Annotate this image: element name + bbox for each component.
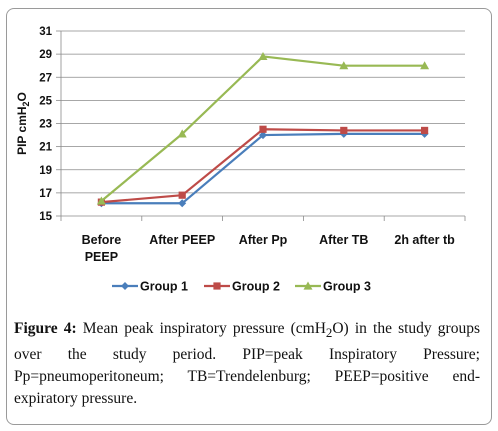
y-tick-label: 27	[39, 72, 52, 84]
x-tick-label-line: After PEEP	[149, 233, 215, 247]
legend-swatch-marker	[303, 281, 313, 290]
x-tick-label: After PEEP	[149, 233, 215, 247]
series-2-point	[421, 126, 429, 135]
legend-item: Group 1	[112, 280, 188, 294]
x-tick-labels: Before PEEP After PEEP After Pp After TB 2h a…	[82, 233, 456, 264]
y-axis-title: PIP cmH2O	[15, 92, 31, 155]
y-tick-label: 25	[39, 95, 52, 107]
figure-caption: Figure 4: Mean peak inspiratory pressure…	[14, 318, 480, 410]
caption-subscript: 2	[325, 325, 333, 341]
series-3-point	[258, 51, 268, 61]
series-1-point	[259, 131, 267, 140]
y-tick-label: 15	[39, 211, 52, 223]
caption-label: Figure 4:	[14, 320, 77, 337]
y-tick-label: 19	[39, 165, 52, 177]
grid-lines	[61, 30, 465, 194]
series-2-point	[259, 125, 267, 133]
axes	[56, 30, 466, 221]
x-tick-label-line: Before	[82, 233, 122, 247]
legend-label: Group 2	[232, 280, 280, 294]
y-axis-title-main: PIP cmH	[15, 106, 29, 154]
y-axis-title-tail: O	[15, 92, 29, 101]
series-3	[96, 51, 430, 205]
chart-panel: 15 17 19 21 23 25 27 29 31 Before PEEP After PEEP A…	[14, 20, 482, 308]
legend-swatch-marker	[121, 282, 129, 290]
line-chart: 15 17 19 21 23 25 27 29 31 Before PEEP After PEEP A…	[15, 26, 466, 294]
legend: Group 1 Group 2 Group 3	[112, 280, 371, 294]
series-3-point	[96, 196, 106, 205]
x-tick-label-line: After TB	[319, 233, 368, 247]
series-2-point	[178, 191, 186, 199]
series-2-line	[101, 128, 425, 204]
legend-swatch-marker	[213, 282, 221, 290]
x-tick-label: Before PEEP	[82, 233, 122, 264]
series-3-point	[177, 129, 187, 138]
x-tick-label: After TB	[319, 233, 368, 247]
x-tick-label-line: 2h after tb	[394, 233, 455, 247]
legend-item: Group 3	[295, 280, 371, 294]
series-3-point	[339, 61, 349, 70]
series-2-point	[340, 126, 348, 135]
data-series	[96, 51, 430, 208]
x-tick-label-line: PEEP	[85, 250, 118, 264]
caption-text-start: Mean peak inspiratory pressure (cmH	[76, 320, 326, 337]
series-3-point	[420, 61, 430, 70]
legend-label: Group 1	[140, 280, 188, 294]
x-tick-label: 2h after tb	[394, 233, 455, 247]
x-tick-label: After Pp	[239, 233, 288, 247]
y-tick-labels: 15 17 19 21 23 25 27 29 31	[39, 26, 52, 223]
y-tick-label: 17	[39, 188, 52, 200]
y-tick-label: 23	[39, 119, 52, 131]
y-tick-label: 21	[39, 142, 52, 154]
x-tick-label-line: After Pp	[239, 233, 288, 247]
legend-item: Group 2	[204, 280, 280, 294]
y-tick-label: 31	[39, 26, 52, 38]
caption-text-end: O) in the study groups over the study pe…	[14, 320, 480, 408]
y-axis-title-subscript: 2	[21, 101, 31, 106]
legend-label: Group 3	[323, 280, 371, 294]
series-1-point	[178, 199, 187, 208]
series-1	[97, 129, 429, 208]
y-tick-label: 29	[39, 49, 52, 61]
